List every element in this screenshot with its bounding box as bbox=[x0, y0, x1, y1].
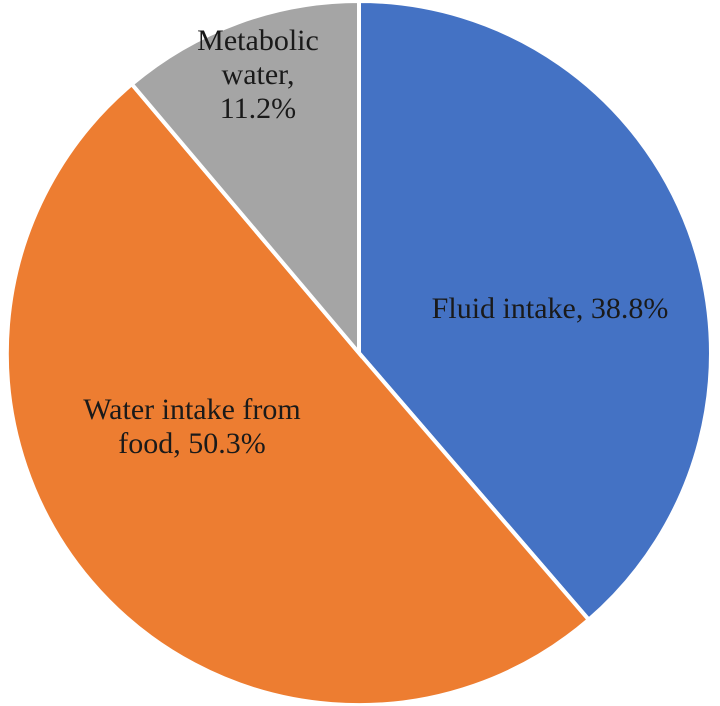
slice-label-line: Metabolic bbox=[197, 24, 319, 57]
slice-label-water-intake-from-food: Water intake from food, 50.3% bbox=[83, 393, 301, 460]
slice-label-line: water, bbox=[222, 58, 295, 91]
slice-label-line: Fluid intake, 38.8% bbox=[432, 292, 669, 325]
slice-label-metabolic-water: Metabolic water, 11.2% bbox=[197, 24, 319, 125]
pie-slice-water-intake-from-food bbox=[4, 81, 592, 706]
slice-label-line: Water intake from bbox=[83, 393, 301, 426]
slice-label-line: food, 50.3% bbox=[118, 427, 265, 460]
pie-slice-metabolic-water bbox=[128, 0, 361, 359]
slice-label-line: 11.2% bbox=[220, 92, 296, 125]
slice-label-fluid-intake: Fluid intake, 38.8% bbox=[432, 292, 669, 325]
pie-labels: Fluid intake, 38.8% Water intake from food… bbox=[83, 24, 668, 460]
pie-slice-fluid-intake bbox=[357, 0, 713, 623]
pie-slices bbox=[4, 0, 713, 706]
